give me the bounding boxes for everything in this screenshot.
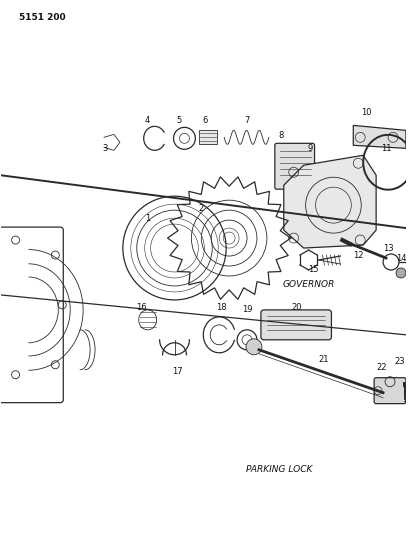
Text: 5: 5 — [177, 116, 182, 125]
Polygon shape — [284, 155, 376, 248]
Text: 22: 22 — [377, 363, 387, 372]
Text: 5151 200: 5151 200 — [19, 13, 65, 22]
Circle shape — [246, 339, 262, 355]
Text: 18: 18 — [216, 303, 226, 312]
Text: GOVERNOR: GOVERNOR — [282, 280, 335, 289]
Text: 19: 19 — [242, 305, 252, 314]
Text: 20: 20 — [291, 303, 302, 312]
Text: 16: 16 — [136, 303, 147, 312]
FancyBboxPatch shape — [374, 378, 406, 403]
Text: 3: 3 — [102, 144, 108, 153]
Text: 21: 21 — [318, 356, 329, 364]
Text: 4: 4 — [145, 116, 150, 125]
Text: 1: 1 — [145, 214, 150, 223]
Bar — [200, 131, 217, 144]
Text: 10: 10 — [361, 108, 371, 117]
Text: PARKING LOCK: PARKING LOCK — [246, 465, 312, 474]
FancyBboxPatch shape — [275, 143, 315, 189]
Text: 14: 14 — [396, 254, 406, 263]
Text: 23: 23 — [395, 357, 405, 366]
Text: 15: 15 — [308, 265, 319, 274]
Text: 12: 12 — [353, 251, 364, 260]
Text: 9: 9 — [308, 144, 313, 153]
Text: 6: 6 — [203, 116, 208, 125]
FancyBboxPatch shape — [261, 310, 331, 340]
Text: 8: 8 — [278, 131, 284, 140]
Text: 13: 13 — [383, 244, 393, 253]
Text: 7: 7 — [244, 116, 250, 125]
Text: 17: 17 — [172, 367, 183, 376]
Polygon shape — [353, 125, 406, 148]
Text: 11: 11 — [381, 144, 391, 153]
Circle shape — [396, 268, 406, 278]
Text: 2: 2 — [199, 204, 204, 213]
